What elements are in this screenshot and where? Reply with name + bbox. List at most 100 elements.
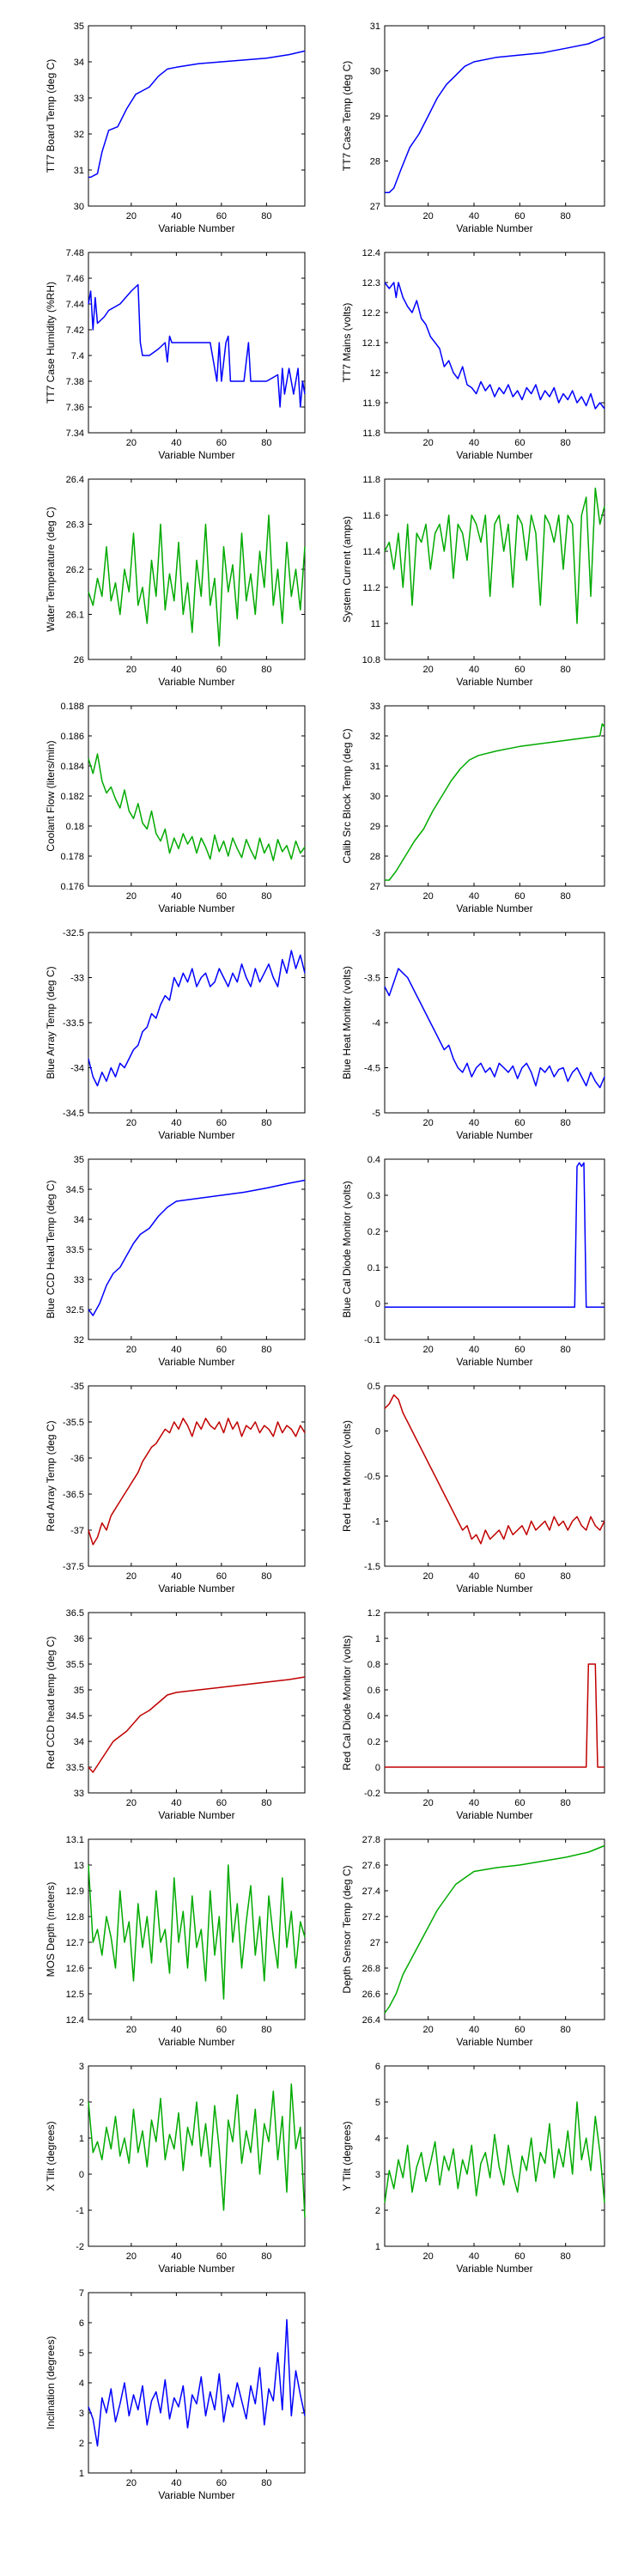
x-tick-label: 60 <box>514 1571 525 1582</box>
y-tick-label: 3 <box>79 2062 84 2072</box>
x-tick-label: 20 <box>126 1118 137 1128</box>
plot-area <box>384 1612 605 1794</box>
y-tick-label: 26.1 <box>66 611 84 621</box>
x-axis-label: Variable Number <box>456 1583 532 1595</box>
x-tick-label: 40 <box>469 2025 479 2035</box>
x-tick-label: 20 <box>423 1571 434 1582</box>
chart-panel: -34.5 -34 -33.5 -33 -32.5 20 40 60 80 Variable Nu… <box>45 928 306 1141</box>
y-tick-label: 32 <box>74 1335 84 1346</box>
y-tick-label: 0.182 <box>60 792 84 802</box>
x-axis-label: Variable Number <box>456 1129 532 1141</box>
y-tick-label: 33 <box>74 1275 84 1285</box>
x-tick-label: 60 <box>514 2251 525 2262</box>
y-tick-label: 36 <box>74 1634 84 1644</box>
x-tick-label: 80 <box>261 2025 271 2035</box>
x-tick-label: 20 <box>423 2251 434 2262</box>
y-tick-label: 7.48 <box>66 248 84 258</box>
y-axis-label: Depth Sensor Temp (deg C) <box>341 1865 353 1993</box>
x-tick-label: 60 <box>216 891 227 902</box>
plot-area <box>384 1838 605 2020</box>
x-axis-label: Variable Number <box>158 2263 234 2275</box>
series-line <box>88 1864 306 2000</box>
y-tick-label: 7 <box>79 2288 84 2299</box>
chart-panel: 7.34 7.36 7.38 7.4 7.42 7.44 7.46 7.48 20 40 60 80 V… <box>45 248 306 461</box>
x-tick-label: 20 <box>423 1118 434 1128</box>
y-tick-label: 12.4 <box>362 248 380 258</box>
y-tick-label: -1 <box>76 2206 84 2216</box>
y-tick-label: 2 <box>79 2439 84 2449</box>
x-tick-label: 60 <box>216 1571 227 1582</box>
y-tick-label: 12 <box>370 368 380 379</box>
y-axis-label: Water Temperature (deg C) <box>45 507 57 631</box>
y-tick-label: 0 <box>79 2170 84 2180</box>
y-tick-label: -1.5 <box>364 1562 380 1572</box>
y-tick-label: -3.5 <box>364 974 380 984</box>
x-tick-label: 40 <box>171 2251 181 2262</box>
y-tick-label: -36.5 <box>63 1490 84 1500</box>
x-tick-label: 80 <box>261 2251 271 2262</box>
x-tick-label: 60 <box>514 1345 525 1355</box>
y-tick-label: 11.6 <box>362 511 380 521</box>
x-tick-label: 60 <box>216 2251 227 2262</box>
x-tick-label: 80 <box>261 891 271 902</box>
y-tick-label: 11.9 <box>362 398 380 409</box>
x-tick-label: 80 <box>561 2025 571 2035</box>
y-tick-label: 7.34 <box>66 428 84 439</box>
x-tick-label: 80 <box>261 211 271 222</box>
chart-panel: 33 33.5 34 34.5 35 35.5 36 36.5 20 40 60 80 Variable… <box>45 1608 306 1821</box>
series-line <box>385 36 605 193</box>
y-axis-label: Red Heat Monitor (volts) <box>341 1420 353 1532</box>
y-tick-label: 34 <box>74 1737 84 1747</box>
x-tick-label: 40 <box>171 665 181 675</box>
y-tick-label: 2 <box>79 2098 84 2108</box>
x-tick-label: 80 <box>261 1118 271 1128</box>
y-tick-label: 0.188 <box>60 702 84 712</box>
plot-area <box>88 1612 306 1794</box>
x-axis-label: Variable Number <box>158 676 234 688</box>
x-tick-label: 20 <box>423 1345 434 1355</box>
y-tick-label: 1 <box>79 2134 84 2144</box>
y-tick-label: 33.5 <box>66 1245 84 1255</box>
x-tick-label: 60 <box>216 2478 227 2488</box>
series-line <box>384 487 605 624</box>
plot-area <box>384 478 605 660</box>
y-tick-label: -0.1 <box>364 1335 380 1346</box>
y-tick-label: -34.5 <box>63 1109 84 1119</box>
y-tick-label: 10.8 <box>362 655 380 665</box>
y-tick-label: -33 <box>70 974 84 984</box>
y-tick-label: 35.5 <box>66 1660 84 1670</box>
y-tick-label: 11.8 <box>362 428 380 439</box>
y-axis-label: Y Tilt (degrees) <box>341 2121 353 2190</box>
y-tick-label: 31 <box>370 762 380 772</box>
x-tick-label: 40 <box>171 1571 181 1582</box>
y-tick-label: 0.3 <box>368 1191 380 1201</box>
x-axis-label: Variable Number <box>456 2036 532 2048</box>
y-tick-label: 0.4 <box>368 1711 380 1722</box>
x-tick-label: 80 <box>561 211 571 222</box>
plot-area <box>88 1158 306 1340</box>
x-tick-label: 20 <box>423 891 434 902</box>
series-line <box>88 2318 306 2447</box>
series-line <box>88 753 306 861</box>
y-axis-label: TT7 Mains (volts) <box>341 303 353 383</box>
y-tick-label: -36 <box>70 1454 84 1464</box>
x-tick-label: 80 <box>561 1118 571 1128</box>
x-axis-label: Variable Number <box>456 2263 532 2275</box>
x-tick-label: 40 <box>171 438 181 448</box>
series-line <box>385 1663 605 1768</box>
y-tick-label: 27.8 <box>362 1835 380 1845</box>
x-axis-label: Variable Number <box>456 1809 532 1821</box>
y-tick-label: 33 <box>74 94 84 104</box>
chart-panel: 30 31 32 33 34 35 20 40 60 80 Variable Number TT7 B… <box>45 21 306 234</box>
x-tick-label: 80 <box>561 1345 571 1355</box>
y-tick-label: 3 <box>375 2170 380 2180</box>
x-tick-label: 40 <box>469 2251 479 2262</box>
x-tick-label: 20 <box>423 438 434 448</box>
y-tick-label: 0.178 <box>60 852 84 862</box>
x-tick-label: 60 <box>216 1345 227 1355</box>
y-tick-label: 6 <box>79 2318 84 2329</box>
y-tick-label: 26.6 <box>362 1990 380 2000</box>
y-tick-label: 0 <box>375 1299 380 1309</box>
x-tick-label: 40 <box>469 1571 479 1582</box>
